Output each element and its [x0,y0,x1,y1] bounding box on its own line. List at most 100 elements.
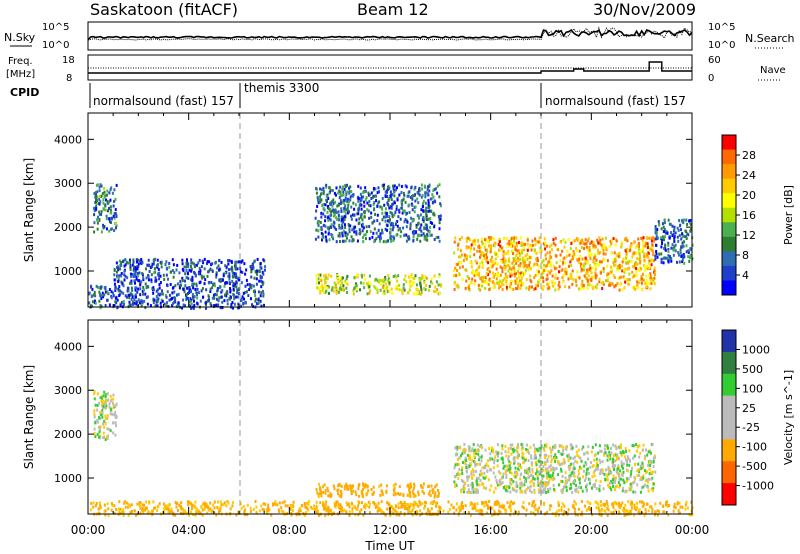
data-point [460,253,463,257]
data-point [319,187,322,191]
data-point [641,463,644,467]
data-point [670,246,673,250]
data-point [645,274,648,278]
data-point [489,468,492,472]
data-point [212,503,215,507]
data-point [405,225,408,229]
data-point [341,276,344,280]
data-point [203,257,206,261]
data-point [379,205,382,209]
data-point [570,258,573,262]
data-point [593,454,596,458]
data-point [509,481,512,485]
data-point [472,487,475,491]
data-point [114,285,117,289]
data-point [393,194,396,198]
data-point [585,271,588,275]
data-point [491,260,494,264]
data-point [479,462,482,466]
data-point [515,236,518,240]
data-point [554,511,557,515]
data-point [473,451,476,455]
data-point [431,200,434,204]
data-point [100,399,103,403]
data-point [430,277,433,281]
data-point [518,271,521,275]
data-point [548,465,551,469]
data-point [98,197,101,201]
data-point [557,461,560,465]
data-point [500,247,503,251]
data-point [114,416,117,420]
data-point [636,449,639,453]
data-point [614,283,617,287]
data-point [100,294,103,298]
data-point [260,504,263,508]
data-point [490,484,493,488]
data-point [455,483,458,487]
nsky-tick-bottom: 10^0 [42,40,69,51]
data-point [142,511,145,515]
data-point [235,276,238,280]
data-point [481,263,484,267]
data-point [651,470,654,474]
data-point [344,204,347,208]
data-point [388,197,391,201]
data-point [550,269,553,273]
data-point [662,238,665,242]
data-point [337,281,340,285]
data-point [395,188,398,192]
data-point [568,274,571,278]
data-point [611,484,614,488]
data-point [652,281,655,285]
data-point [616,253,619,257]
data-point [411,283,414,287]
data-point [606,506,609,510]
data-point [258,270,261,274]
data-point [397,506,400,510]
data-point [332,214,335,218]
data-point [583,246,586,250]
data-point [375,231,378,235]
data-point [398,288,401,292]
data-point [467,510,470,514]
data-point [240,281,243,285]
data-point [417,490,420,494]
data-point [537,284,540,288]
data-point [511,478,514,482]
data-point [321,485,324,489]
data-point [539,453,542,457]
data-point [596,465,599,469]
data-point [324,285,327,289]
data-point [492,466,495,470]
data-point [667,241,670,245]
data-point [630,242,633,246]
data-point [625,261,628,265]
data-point [353,230,356,234]
data-point [560,444,563,448]
data-point [140,261,143,265]
data-point [93,409,96,413]
data-point [505,475,508,479]
data-point [133,509,136,513]
data-point [537,483,540,487]
data-point [379,234,382,238]
data-point [227,262,230,266]
data-point [583,274,586,278]
data-point [636,445,639,449]
data-point [327,494,330,498]
data-point [210,304,213,308]
data-point [238,278,241,282]
data-point [179,504,182,508]
data-point [549,271,552,275]
data-point [408,288,411,292]
data-point [93,230,96,234]
data-point [472,490,475,494]
data-point [255,270,258,274]
data-point [419,513,422,517]
data-point [504,444,507,448]
data-point [108,229,111,233]
data-point [615,476,618,480]
data-point [513,264,516,268]
data-point [228,277,231,281]
